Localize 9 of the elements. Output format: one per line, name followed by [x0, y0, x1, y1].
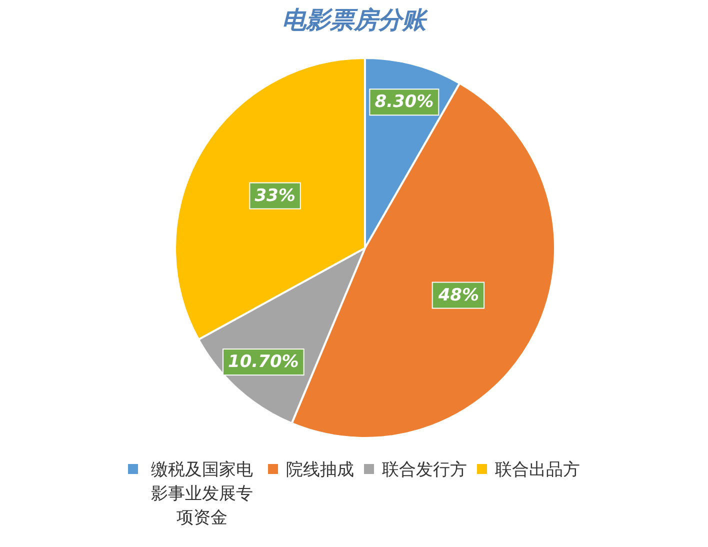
legend-label: 缴税及国家电影事业发展专项资金: [150, 459, 254, 530]
data-label: 48%: [437, 285, 480, 306]
legend-label: 联合发行方: [382, 459, 467, 482]
data-label: 10.70%: [228, 352, 299, 372]
chart-title: 电影票房分账: [281, 5, 429, 36]
legend-label: 院线抽成: [286, 459, 354, 482]
data-label: 33%: [254, 186, 296, 206]
data-label: 8.30%: [374, 92, 434, 112]
legend-label: 联合出品方: [495, 459, 580, 482]
